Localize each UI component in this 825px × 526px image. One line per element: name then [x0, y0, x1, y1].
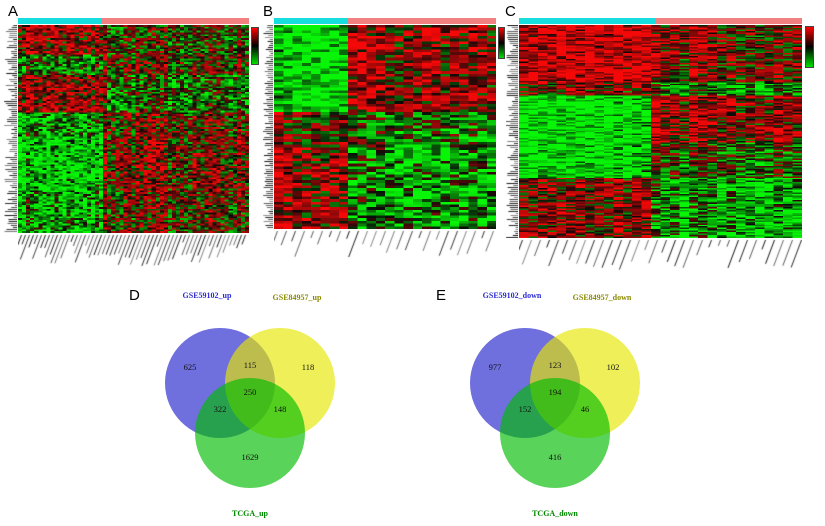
group2-bar-segment — [347, 18, 496, 24]
venn-e-count-set1-only: 977 — [489, 362, 502, 372]
venn-e-count-set2-set3: 46 — [581, 404, 590, 414]
color-key-c — [805, 26, 814, 68]
venn-e-count-set1-set2: 123 — [549, 360, 562, 370]
panel-d-letter: D — [129, 287, 141, 304]
venn-d-set1-label: GSE59102_up — [183, 291, 232, 300]
sample-group-bar-c — [519, 18, 802, 24]
heatmap-b — [274, 25, 496, 229]
panel-b-letter: B — [263, 3, 274, 20]
venn-d-count-all-three: 250 — [244, 387, 257, 397]
venn-d-count-set1-set3: 322 — [214, 404, 227, 414]
venn-d-set3-label: TCGA_up — [232, 509, 269, 518]
heatmap-c — [519, 25, 802, 238]
venn-d-set2-label: GSE84957_up — [273, 293, 322, 302]
group1-bar-segment — [18, 18, 102, 24]
column-labels-microtext-c — [519, 239, 802, 273]
panel-c-heatmap — [505, 0, 825, 278]
venn-d-count-set1-set2: 115 — [244, 360, 256, 370]
row-labels-microtext-c — [506, 25, 518, 238]
venn-e-set1-label: GSE59102_down — [483, 291, 542, 300]
group1-bar-segment — [519, 18, 655, 24]
venn-d-count-set1-only: 625 — [184, 362, 197, 372]
panel-e-letter: E — [436, 287, 447, 304]
group2-bar-segment — [654, 18, 802, 24]
panel-d-venn: GSE59102_up GSE84957_up TCGA_up 625 115 … — [145, 288, 355, 526]
venn-d-count-set2-set3: 148 — [274, 404, 287, 414]
panel-c-letter: C — [505, 3, 517, 20]
venn-d-count-set2-only: 118 — [302, 362, 314, 372]
sample-group-bar-b — [274, 18, 496, 24]
venn-e-set2-label: GSE84957_down — [573, 293, 632, 302]
venn-diagram-down: GSE59102_down GSE84957_down TCGA_down 97… — [470, 291, 640, 518]
venn-d-count-set3-only: 1629 — [242, 452, 259, 462]
column-labels-microtext-b — [274, 230, 496, 260]
color-key-a — [251, 27, 259, 65]
sample-group-bar-a — [18, 18, 249, 24]
panel-a-letter: A — [8, 3, 19, 20]
venn-e-set3-label: TCGA_down — [532, 509, 578, 518]
panel-b-heatmap — [262, 0, 505, 266]
venn-d-circle-tcga — [195, 378, 305, 488]
venn-e-count-all-three: 194 — [549, 387, 563, 397]
column-labels-microtext-a — [18, 234, 249, 269]
venn-diagram-up: GSE59102_up GSE84957_up TCGA_up 625 115 … — [165, 291, 335, 518]
venn-e-circle-tcga — [500, 378, 610, 488]
row-labels-microtext-a — [4, 25, 17, 233]
venn-e-count-set2-only: 102 — [607, 362, 620, 372]
heatmap-a — [18, 25, 249, 233]
group1-bar-segment — [274, 18, 348, 24]
color-key-b — [498, 27, 505, 59]
venn-e-count-set1-set3: 152 — [519, 404, 532, 414]
panel-a-heatmap — [2, 0, 260, 274]
row-labels-microtext-b — [263, 25, 273, 229]
venn-e-count-set3-only: 416 — [549, 452, 562, 462]
group2-bar-segment — [101, 18, 249, 24]
panel-e-venn: GSE59102_down GSE84957_down TCGA_down 97… — [450, 288, 660, 526]
